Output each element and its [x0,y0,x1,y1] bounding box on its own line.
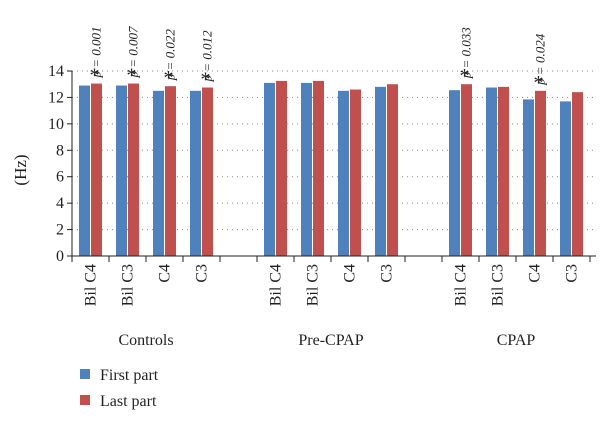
bar-first-part [560,101,571,257]
y-tick-label: 0 [56,248,64,265]
labels: 0 2 4 6 8 10 12 14 Bil C4 Bil C3 C4 C3 Controls Bil C… [48,63,581,349]
p-value-label: p = 0.001 [89,27,104,79]
x-category-label: Bil C3 [305,264,322,306]
bar-first-part [449,90,460,257]
x-category-label: Bil C3 [120,264,137,306]
significance-star: * [90,65,100,87]
bar-last-part [313,80,324,257]
significance-star: * [201,69,211,91]
p-value-label: p = 0.033 [459,27,474,80]
group-label: Pre-CPAP [298,332,363,349]
bar-last-part [461,84,472,256]
p-value-label: p = 0.012 [200,30,215,83]
y-tick-label: 10 [48,116,64,133]
bar-first-part [301,82,312,257]
group-label: CPAP [497,332,536,349]
bar-last-part [91,83,102,256]
grid-lines [72,70,596,231]
p-value-label: p = 0.007 [126,26,141,79]
significance-star: * [164,67,174,89]
y-axis-label: (Hz) [11,154,30,185]
legend-label: First part [100,367,159,384]
bar-first-part [264,82,275,257]
axes [67,70,596,262]
legend-label: Last part [100,393,157,410]
bar-last-part [202,87,213,257]
x-category-label: C3 [194,264,211,283]
annotations: *p = 0.001 *p = 0.007*p = 0.022 *p = 0.012… [89,26,548,94]
x-category-label: C3 [564,264,581,283]
bar-last-part [498,86,509,256]
bar-first-part [116,85,127,257]
y-tick-label: 2 [56,222,64,239]
group-label: Controls [118,332,173,349]
y-tick-label: 12 [48,89,64,106]
bar-first-part [79,85,90,257]
bar-first-part [375,86,386,256]
x-category-label: Bil C4 [83,264,100,306]
bar-first-part [153,90,164,256]
significance-star: * [127,65,137,87]
bar-last-part [350,89,361,256]
significance-star: * [460,65,470,87]
x-category-label: Bil C4 [453,264,470,306]
significance-star: * [534,72,544,94]
y-tick-label: 6 [56,169,64,186]
x-category-label: Bil C4 [268,264,285,306]
bar-first-part [523,99,534,257]
bar-last-part [572,92,583,257]
bar-last-part [535,90,546,256]
legend-swatch-first-part [80,369,90,379]
bars [79,80,583,257]
p-value-label: p = 0.022 [163,29,178,82]
x-category-label: C4 [157,264,174,283]
legend: First part Last part [80,367,159,410]
bar-first-part [486,87,497,257]
bar-last-part [128,83,139,256]
legend-swatch-last-part [80,395,90,405]
bar-first-part [190,90,201,256]
x-category-label: Bil C3 [490,264,507,306]
y-tick-label: 4 [56,195,64,212]
p-value-label: p = 0.024 [533,33,548,86]
bar-last-part [165,86,176,256]
x-category-label: C4 [527,264,544,283]
x-category-label: C3 [379,264,396,283]
x-category-label: C4 [342,264,359,283]
bar-first-part [338,90,349,256]
bar-last-part [387,84,398,256]
bar-last-part [276,80,287,257]
y-tick-label: 14 [48,63,64,80]
y-tick-label: 8 [56,142,64,159]
